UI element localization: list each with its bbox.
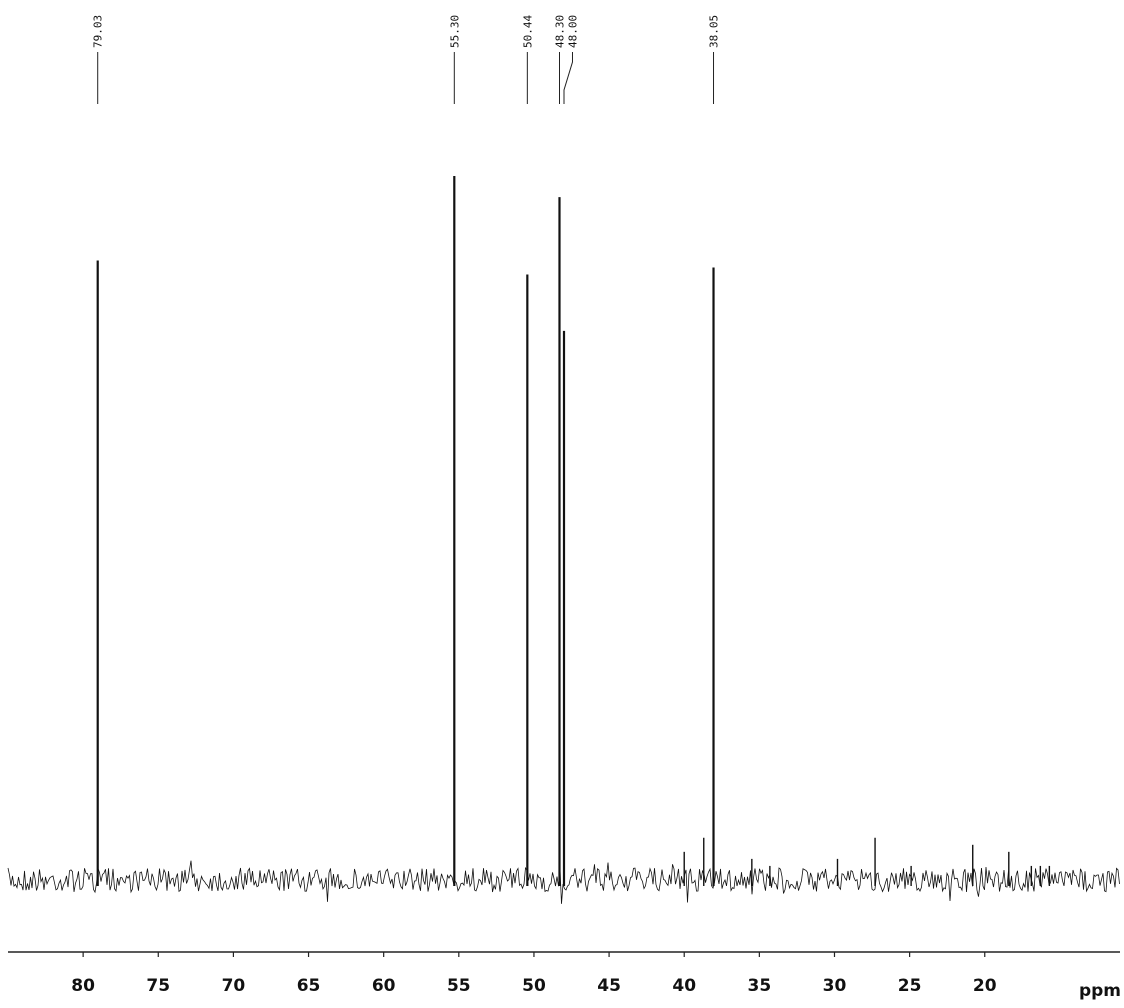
peak-leader: [563, 52, 573, 104]
x-tick-label: 80: [71, 976, 95, 996]
x-tick-label: 70: [222, 976, 246, 996]
peak-label: 48.00: [566, 15, 579, 48]
x-tick-label: 40: [672, 976, 696, 996]
x-tick-label: 20: [973, 976, 997, 996]
x-tick-label: 60: [372, 976, 396, 996]
peak-label: 50.44: [521, 15, 534, 48]
x-axis-label: ppm: [1079, 981, 1121, 1001]
peak-label: 48.30: [553, 15, 566, 48]
x-tick-label: 55: [447, 976, 471, 996]
x-tick-label: 25: [898, 976, 922, 996]
x-tick-label: 35: [748, 976, 772, 996]
x-tick-label: 75: [146, 976, 170, 996]
x-tick-label: 65: [297, 976, 321, 996]
peak-label: 38.05: [708, 15, 721, 48]
baseline-noise: [7, 860, 1120, 904]
x-tick-label: 30: [823, 976, 847, 996]
x-tick-label: 45: [597, 976, 621, 996]
x-tick-label: 50: [522, 976, 546, 996]
peak-label: 55.30: [448, 15, 461, 48]
peak-label: 79.03: [92, 15, 105, 48]
